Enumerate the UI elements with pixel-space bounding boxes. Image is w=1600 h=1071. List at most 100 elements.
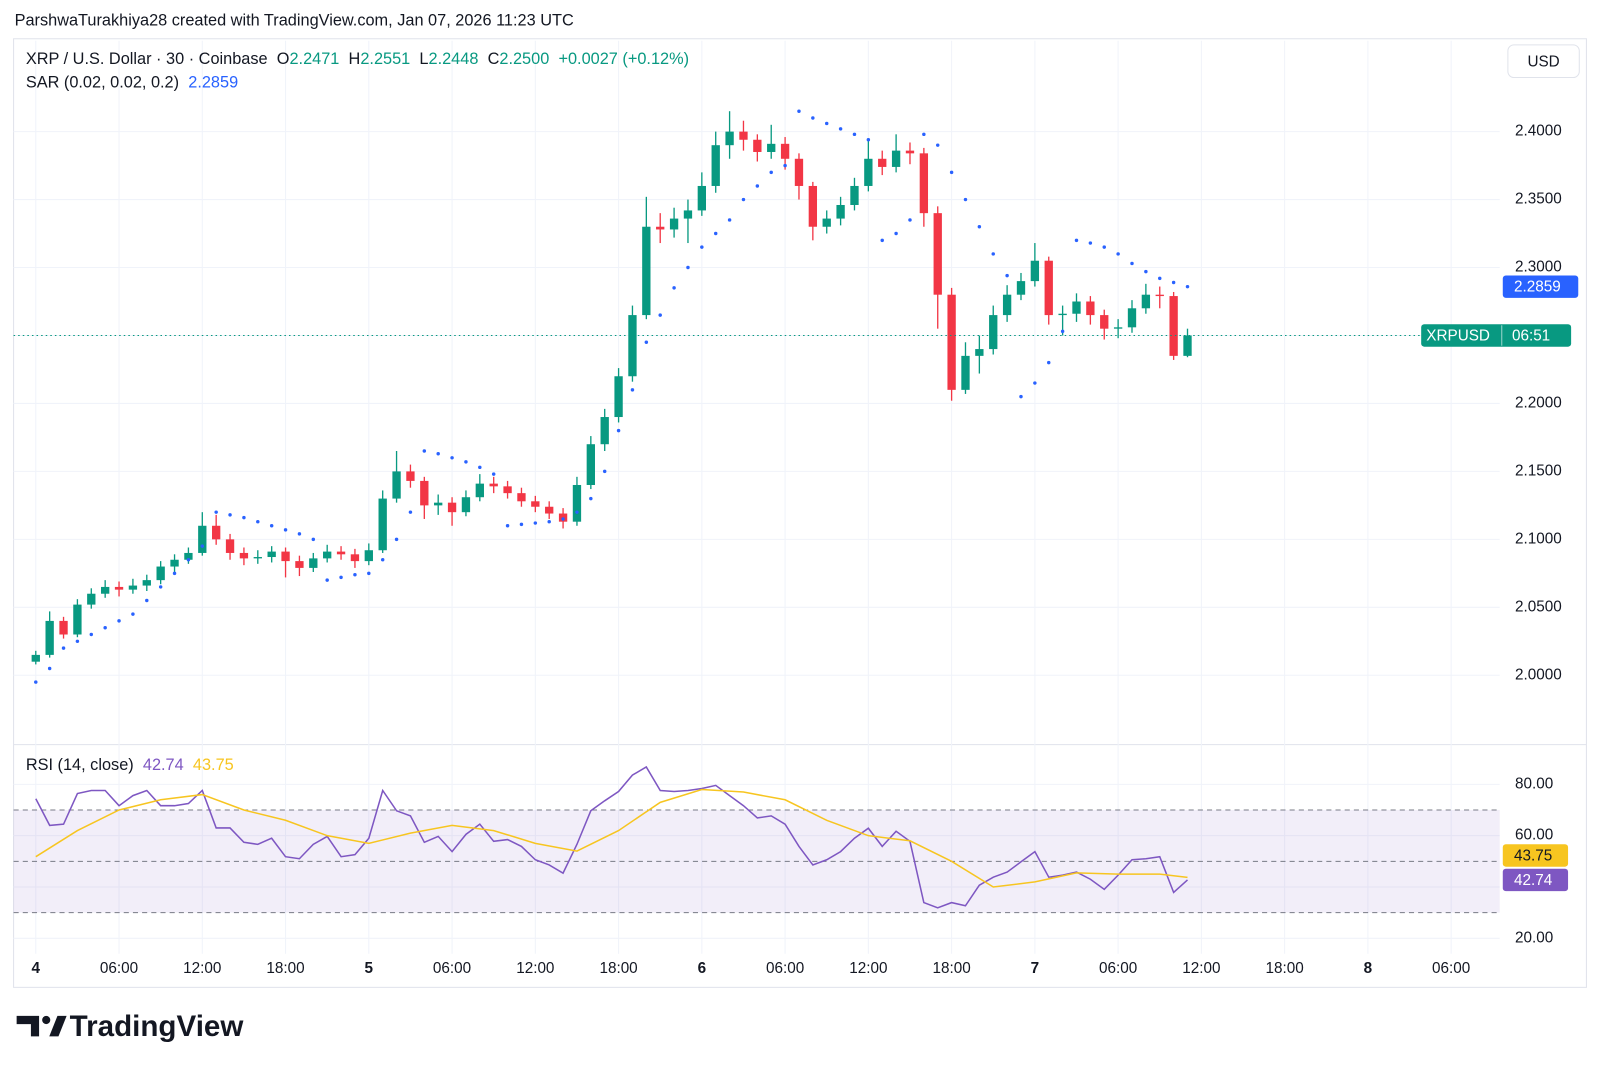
rsi-tick-label: 80.00 [1515,775,1553,792]
candle-body [975,349,984,356]
x-tick-label: 7 [1031,960,1039,977]
currency[interactable]: USD [1527,53,1559,70]
candle-body [933,213,942,295]
sar-dot [186,558,191,562]
candle-body [170,559,179,567]
change: +0.0027 (+0.12%) [558,50,689,68]
y-tick-label: 2.0000 [1515,666,1562,683]
x-tick-label: 12:00 [1182,960,1220,977]
rsi-tick-label: 60.00 [1515,827,1553,844]
sar-dot [741,197,746,202]
candle-body [420,480,429,506]
sar-dot [89,632,94,637]
sar-dot [533,521,538,525]
sar-dot [949,170,954,175]
rsi-band [13,810,1500,913]
sar-dot [977,225,982,229]
sar-dot [1033,381,1037,385]
sar-dot [269,524,274,528]
sar-dot [630,388,635,392]
candle-body [45,620,54,655]
x-tick-label: 18:00 [266,960,304,977]
candle-body [295,561,304,568]
sar-name: SAR (0.02, 0.02, 0.2) [26,74,179,92]
candle-body [642,226,651,316]
sar-dot [380,558,385,562]
sar-dot [145,598,149,603]
candle-body [1155,294,1164,297]
rsi-ma-tag-label: 43.75 [1514,848,1552,865]
y-tick-label: 2.1500 [1515,462,1562,479]
sar-dot [408,510,413,514]
last-price-tag [1421,324,1572,347]
x-tick-label: 06:00 [1099,960,1137,977]
currency-button[interactable] [1507,44,1580,79]
candle-body [73,604,82,635]
y-tick-label: 2.0500 [1515,598,1562,615]
sar-dot [1019,394,1023,399]
sar-dot [505,524,510,528]
candle-body [531,501,540,507]
candle-body [1169,296,1178,356]
x-tick-label: 12:00 [849,960,887,977]
sar-dot [1074,238,1079,243]
x-tick-label: 6 [698,960,707,977]
sar-dot [214,510,218,514]
candle-body [1100,315,1109,329]
candle-body [323,551,332,559]
candle-body [697,185,707,211]
sar-dot [47,666,52,671]
sar-dot [1171,280,1176,285]
candle-body [1030,260,1040,282]
attribution: ParshwaTurakhiya28 created with TradingV… [15,12,574,30]
candle-body [309,558,318,568]
candle-body [87,593,96,605]
ohlc-value: 2.2471 [289,50,339,68]
candle-body [780,143,790,159]
ohlc-label: H [349,50,361,68]
rsi-line [35,765,1189,909]
sar-dot [866,138,871,142]
sar-dot [1158,276,1162,281]
rsi-value: 42.74 [143,756,184,774]
sar-dot [131,612,135,616]
candle-body [1183,335,1192,356]
y-tick-label: 2.3000 [1515,259,1562,276]
sar-dot [158,585,163,589]
candle-body [1016,281,1026,295]
candle-body [434,502,443,506]
x-tick-label: 12:00 [183,960,221,977]
sar-dot [783,163,787,168]
ohlc-value: 2.2448 [429,50,479,68]
rsi-tick-label: 20.00 [1515,929,1553,946]
sar-dot [283,528,288,532]
candle-body [267,551,276,558]
sar-dot [658,313,662,317]
candle-body [989,315,998,350]
rsi-legend: RSI (14, close) 42.74 43.75 [26,756,234,774]
sar-dot [894,231,898,236]
candle-body [683,210,693,219]
sar-dot [644,340,649,345]
sar-dot [367,571,371,576]
sar-dot [436,451,440,456]
candle-body [850,185,859,205]
sar-dot [936,143,940,147]
sar-dot [1060,329,1065,334]
x-tick-label: 4 [32,960,41,977]
sar-dot [103,625,107,630]
x-tick-label: 06:00 [100,960,138,977]
sar-dot [797,109,801,113]
sar-dot [422,449,427,453]
candle-body [212,525,221,540]
candle-body [808,185,818,227]
candle-body [891,150,901,167]
sar-dot [727,218,732,222]
sar-dot [1116,252,1120,256]
sar-dot [616,428,621,433]
sar-dot [547,519,551,524]
sar-dot [824,121,829,126]
candle-body [198,525,207,553]
symbol-tag: XRPUSD [1426,328,1490,345]
